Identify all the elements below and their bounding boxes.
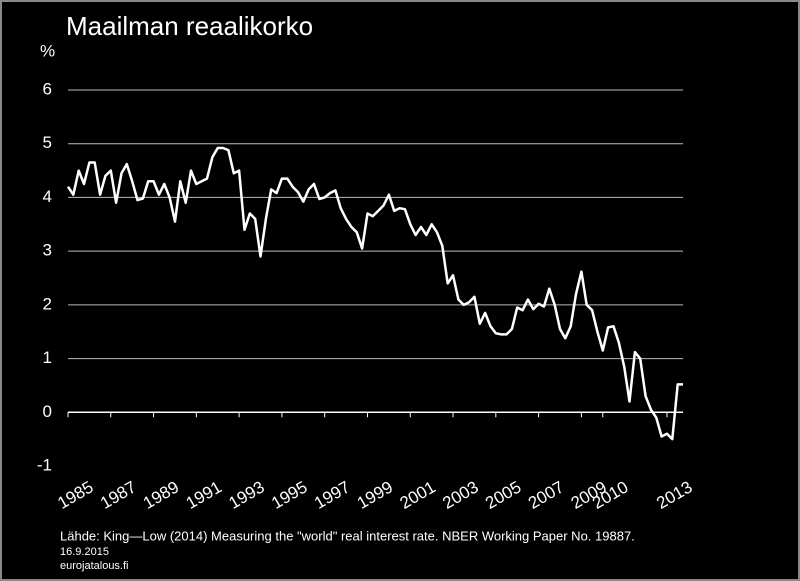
- line: [66, 146, 683, 441]
- y-axis-label: %: [40, 41, 55, 60]
- y-tick-label: 0: [43, 402, 52, 421]
- y-tick-label: 3: [43, 241, 52, 260]
- y-tick-label: 1: [43, 348, 52, 367]
- y-tick-label: 2: [43, 294, 52, 313]
- chart-title: Maailman reaalikorko: [66, 11, 313, 41]
- y-tick-label: -1: [37, 455, 52, 474]
- y-tick-label: 5: [43, 133, 52, 152]
- source: Lähde: King—Low (2014) Measuring the "wo…: [60, 528, 635, 543]
- site: eurojatalous.fi: [60, 560, 129, 572]
- y-tick-label: 4: [43, 187, 52, 206]
- y-tick-label: 6: [43, 79, 52, 98]
- date: 16.9.2015: [60, 546, 109, 558]
